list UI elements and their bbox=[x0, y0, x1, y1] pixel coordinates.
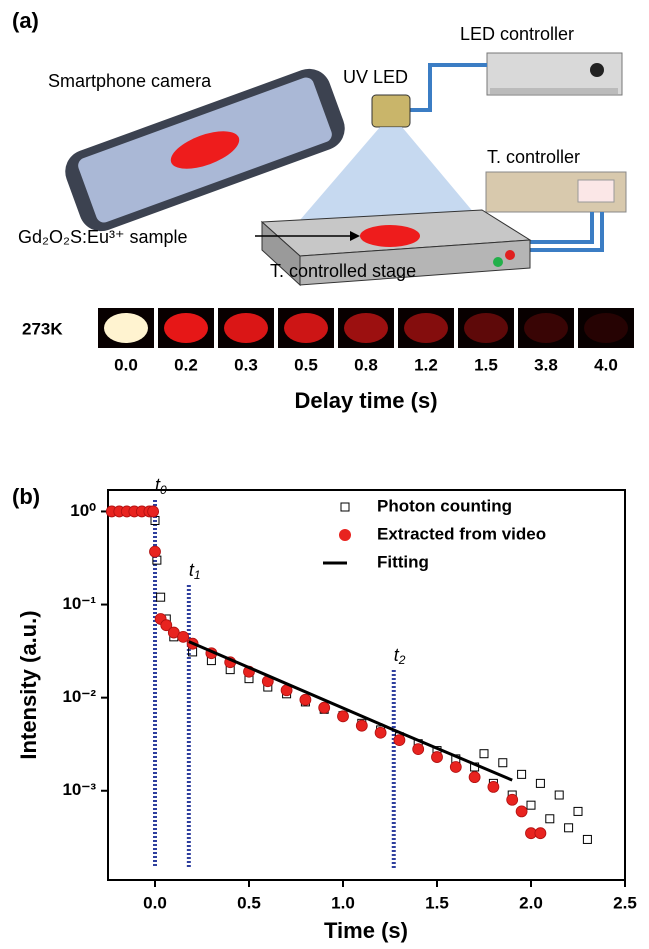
glow-spot bbox=[584, 313, 628, 343]
marker-letter: t bbox=[189, 560, 195, 580]
video-point bbox=[487, 781, 500, 793]
video-point bbox=[449, 761, 462, 773]
y-axis-label: Intensity (a.u.) bbox=[16, 610, 41, 759]
photon-point bbox=[573, 806, 583, 816]
photon-point bbox=[526, 800, 536, 810]
photon-point bbox=[479, 749, 489, 759]
marker-letter: t bbox=[394, 645, 400, 665]
time-marker-label: t2 bbox=[394, 645, 406, 667]
plot-frame bbox=[107, 489, 626, 881]
legend-label: Extracted from video bbox=[377, 524, 546, 543]
smartphone bbox=[65, 68, 345, 232]
glow-spot bbox=[224, 313, 268, 343]
photon-point bbox=[582, 834, 592, 844]
fit-line bbox=[188, 640, 513, 782]
delay-label: 1.5 bbox=[474, 355, 498, 374]
legend-marker bbox=[339, 529, 351, 541]
photon-point bbox=[564, 823, 574, 833]
delay-label: 0.5 bbox=[294, 355, 318, 374]
legend-label: Photon counting bbox=[377, 496, 512, 515]
temperature-label: 273K bbox=[22, 319, 63, 338]
video-point bbox=[149, 545, 161, 558]
x-tick-label: 1.5 bbox=[425, 893, 449, 912]
legend-label: Fitting bbox=[377, 552, 429, 571]
x-tick-label: 0.0 bbox=[143, 893, 167, 912]
delay-label: 4.0 bbox=[594, 355, 618, 374]
photon-point bbox=[498, 758, 508, 768]
video-point bbox=[431, 751, 443, 763]
stage-label: T. controlled stage bbox=[270, 261, 416, 281]
legend-marker bbox=[340, 502, 350, 512]
y-tick-label: 10⁻¹ bbox=[62, 594, 96, 613]
video-point bbox=[299, 693, 312, 706]
photon-point bbox=[554, 790, 564, 800]
x-tick-label: 2.0 bbox=[519, 893, 543, 912]
marker-subscript: 0 bbox=[160, 483, 167, 497]
glow-spot bbox=[464, 313, 508, 343]
photon-point bbox=[535, 778, 545, 788]
delay-label: 3.8 bbox=[534, 355, 558, 374]
delay-label: 1.2 bbox=[414, 355, 438, 374]
camera-label: Smartphone camera bbox=[48, 71, 212, 91]
video-point bbox=[506, 793, 519, 806]
video-point bbox=[147, 505, 160, 518]
panel-label: (b) bbox=[12, 484, 40, 509]
marker-subscript: 1 bbox=[194, 568, 201, 582]
video-point bbox=[534, 827, 547, 840]
video-point bbox=[515, 805, 528, 818]
x-tick-label: 1.0 bbox=[331, 893, 355, 912]
x-tick-label: 0.5 bbox=[237, 893, 261, 912]
video-point bbox=[355, 719, 368, 732]
delay-label: 0.2 bbox=[174, 355, 198, 374]
time-marker-label: t1 bbox=[189, 560, 201, 582]
photon-point bbox=[517, 769, 527, 779]
delay-label: 0.8 bbox=[354, 355, 378, 374]
photon-point bbox=[156, 592, 166, 602]
uv-led bbox=[371, 94, 411, 128]
y-tick-label: 10⁻² bbox=[62, 687, 96, 706]
delay-tile bbox=[518, 308, 574, 348]
delay-tile bbox=[458, 308, 514, 348]
t-controller-label: T. controller bbox=[487, 147, 580, 167]
video-point bbox=[337, 710, 349, 723]
video-point bbox=[468, 771, 481, 784]
video-point bbox=[412, 743, 425, 756]
glow-spot bbox=[284, 313, 328, 343]
sample-label: Gd₂O₂S:Eu³⁺ sample bbox=[18, 227, 188, 247]
photon-point bbox=[545, 814, 555, 824]
video-point bbox=[160, 619, 173, 632]
y-tick-label: 10⁰ bbox=[70, 501, 96, 520]
delay-strip: 0.0 0.2 0.3 0.5 0.8 1.2 1.5 3.8 4.0 bbox=[98, 308, 634, 374]
led-controller-label: LED controller bbox=[460, 24, 574, 44]
x-tick-label: 2.5 bbox=[613, 893, 637, 912]
marker-subscript: 2 bbox=[398, 653, 406, 667]
y-tick-label: 10⁻³ bbox=[62, 780, 96, 799]
video-point bbox=[374, 726, 387, 739]
glow-spot bbox=[404, 313, 448, 343]
video-point bbox=[393, 734, 406, 747]
glow-spot bbox=[524, 313, 568, 343]
panel-label: (a) bbox=[12, 8, 39, 33]
setup-diagram: (a) Smartphone camera LED controller UV … bbox=[12, 8, 634, 413]
time-marker-label: t0 bbox=[155, 475, 167, 497]
delay-axis-label: Delay time (s) bbox=[294, 388, 437, 413]
video-point bbox=[177, 630, 190, 643]
x-axis-label: Time (s) bbox=[324, 918, 408, 943]
glow-spot bbox=[344, 313, 388, 343]
delay-tile bbox=[578, 308, 634, 348]
marker-letter: t bbox=[155, 475, 161, 495]
plot: 0.0 0.5 1.0 1.5 2.0 2.510⁰10⁻¹10⁻²10⁻³t0t1t2P… bbox=[62, 475, 636, 913]
delay-label: 0.3 bbox=[234, 355, 258, 374]
uv-led-label: UV LED bbox=[343, 67, 408, 87]
delay-label: 0.0 bbox=[114, 355, 138, 374]
glow-spot bbox=[104, 313, 148, 343]
video-point bbox=[318, 701, 331, 714]
glow-spot bbox=[164, 313, 208, 343]
